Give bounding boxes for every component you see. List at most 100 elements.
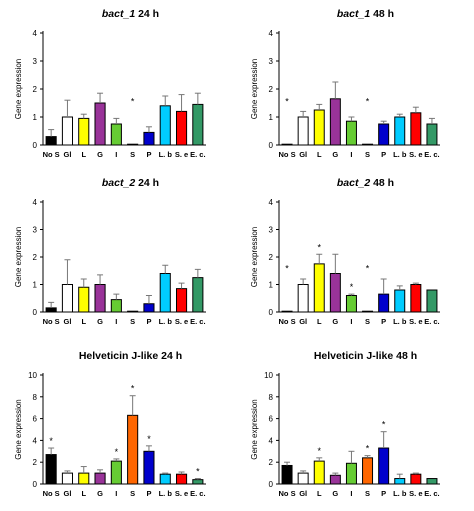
y-tick-label: 2 <box>269 85 274 94</box>
bar-4 <box>329 98 341 146</box>
x-tick-label: L. b <box>393 317 407 326</box>
bar-7 <box>143 131 155 146</box>
bar-7 <box>378 447 390 485</box>
y-tick-label: 6 <box>33 415 38 424</box>
x-tick-label: E. c. <box>424 317 439 326</box>
bar-8 <box>394 289 406 313</box>
y-tick-label: 0 <box>269 308 274 317</box>
bar-4 <box>329 474 341 485</box>
x-tick-label: No S <box>279 150 296 159</box>
significance-mark: * <box>147 434 151 444</box>
bar-4 <box>94 284 106 313</box>
y-tick-label: 0 <box>269 480 274 489</box>
chart-title: bact_1 48 h <box>337 8 394 20</box>
y-axis-label: Gene expression <box>14 227 23 287</box>
chart-title-time: 48 h <box>370 8 394 20</box>
x-tick-label: L <box>81 489 86 498</box>
x-tick-label: L <box>317 150 322 159</box>
significance-mark: * <box>285 263 289 273</box>
bar-2 <box>297 284 309 313</box>
chart-title-gene: bact_1 <box>102 8 135 20</box>
bar-6 <box>127 414 139 485</box>
bar-9 <box>410 473 422 485</box>
chart-title-time: 24 h <box>135 177 159 189</box>
y-tick-label: 10 <box>28 371 37 380</box>
bar-9 <box>175 110 188 146</box>
x-tick-label: S. e <box>175 317 188 326</box>
bar-9 <box>175 473 188 485</box>
significance-mark: * <box>382 420 386 430</box>
chart-title-gene: bact_2 <box>337 177 370 189</box>
x-tick-label: Gl <box>299 489 307 498</box>
bar-6 <box>127 143 139 146</box>
x-tick-label: No S <box>279 317 296 326</box>
y-tick-label: 0 <box>33 480 38 489</box>
significance-mark: * <box>317 242 321 252</box>
x-tick-label: E. c. <box>424 150 439 159</box>
bar-1 <box>281 310 293 313</box>
chart-title-time: 48 h <box>370 177 394 189</box>
bar-7 <box>143 450 155 485</box>
bar-4 <box>94 472 106 485</box>
y-tick-label: 3 <box>33 57 38 66</box>
x-tick-label: S <box>365 317 370 326</box>
bar-4 <box>94 102 106 146</box>
y-tick-label: 4 <box>33 198 38 207</box>
y-tick-label: 2 <box>269 458 274 467</box>
bar-3 <box>313 263 325 313</box>
bar-9 <box>410 284 422 313</box>
significance-mark: * <box>366 263 370 273</box>
x-tick-label: P <box>146 489 151 498</box>
x-tick-label: L. b <box>159 489 173 498</box>
bar-2 <box>297 116 309 146</box>
x-tick-label: S <box>365 150 370 159</box>
bar-7 <box>378 293 390 313</box>
bar-10 <box>192 479 204 485</box>
y-axis-label: Gene expression <box>14 399 23 459</box>
y-tick-label: 2 <box>33 85 38 94</box>
y-tick-label: 1 <box>33 281 38 290</box>
x-tick-label: I <box>115 150 117 159</box>
y-tick-label: 4 <box>269 29 274 38</box>
y-tick-label: 0 <box>33 141 38 150</box>
significance-mark: * <box>366 444 370 454</box>
chart-title: Helveticin J-like 24 h <box>79 350 182 362</box>
x-tick-label: P <box>146 317 151 326</box>
x-tick-label: I <box>350 489 352 498</box>
x-tick-label: S <box>365 489 370 498</box>
bar-2 <box>297 472 309 485</box>
bar-5 <box>110 460 122 485</box>
bar-7 <box>143 303 155 313</box>
bar-1 <box>281 464 293 485</box>
chart-title-time: 24 h <box>158 350 182 362</box>
x-tick-label: S. e <box>409 150 422 159</box>
bar-6 <box>362 310 374 313</box>
x-tick-label: G <box>97 317 103 326</box>
bar-8 <box>394 478 406 485</box>
chart-title-time: 48 h <box>393 350 417 362</box>
y-tick-label: 1 <box>33 113 38 122</box>
y-tick-label: 4 <box>269 198 274 207</box>
y-tick-label: 8 <box>269 393 274 402</box>
x-tick-label: No S <box>43 317 60 326</box>
bar-6 <box>362 143 374 146</box>
significance-mark: * <box>49 436 53 446</box>
bar-9 <box>410 112 422 146</box>
x-tick-label: I <box>115 317 117 326</box>
x-tick-label: P <box>381 489 386 498</box>
y-tick-label: 4 <box>269 436 274 445</box>
x-tick-label: Gl <box>63 150 71 159</box>
x-tick-label: S <box>130 150 135 159</box>
significance-mark: * <box>115 447 119 457</box>
bar-10 <box>426 123 438 146</box>
chart-panel-5: Helveticin J-like 24 h Gene expression 0 24… <box>14 350 206 498</box>
x-tick-label: E. c. <box>190 150 205 159</box>
bar-1 <box>281 143 293 146</box>
x-tick-label: G <box>97 150 103 159</box>
x-tick-label: P <box>381 150 386 159</box>
y-axis-label: Gene expression <box>250 399 259 459</box>
bar-3 <box>78 286 90 313</box>
bar-8 <box>394 116 406 146</box>
x-tick-label: L <box>317 317 322 326</box>
bar-8 <box>159 273 171 313</box>
